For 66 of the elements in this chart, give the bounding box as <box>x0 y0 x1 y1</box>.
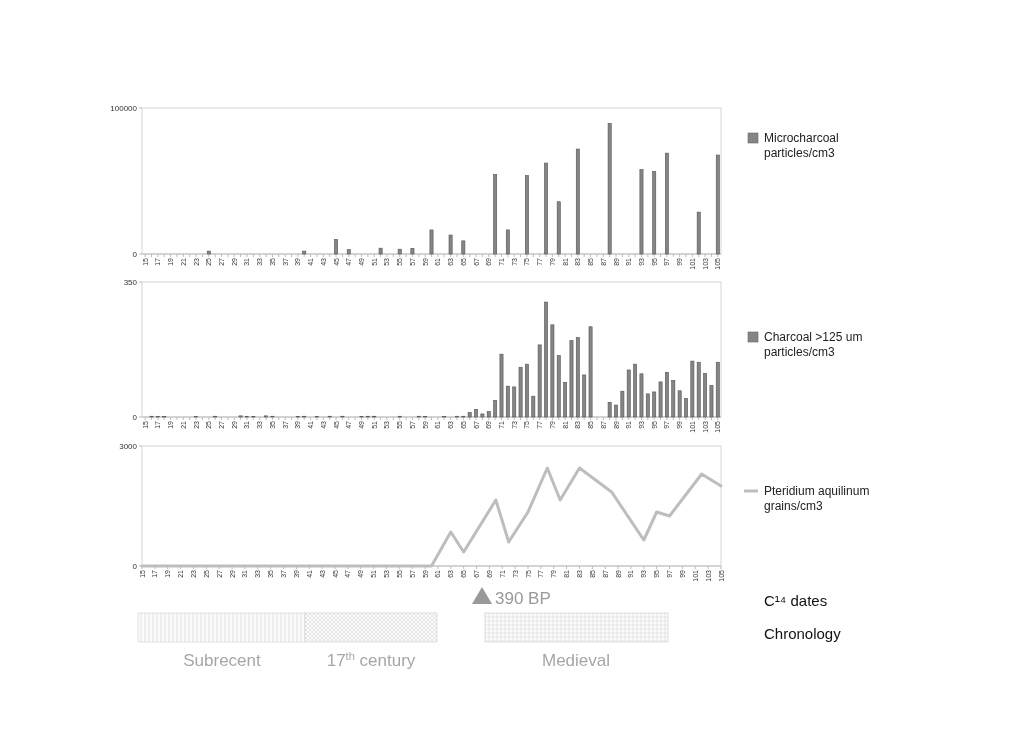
bar <box>626 369 631 418</box>
bar <box>499 353 504 418</box>
bar <box>645 393 650 418</box>
bar <box>696 211 701 255</box>
bar <box>633 363 637 418</box>
bar <box>474 408 478 418</box>
bar <box>378 247 383 255</box>
bar <box>486 411 491 418</box>
bar <box>658 381 663 418</box>
bar <box>652 171 657 255</box>
bar <box>544 162 548 255</box>
text: Medieval <box>541 651 611 670</box>
bar <box>652 391 657 418</box>
y-tick-label: 3000 <box>119 442 138 451</box>
bar <box>715 361 720 418</box>
bar <box>620 390 625 418</box>
y-tick-label: 0 <box>132 562 138 571</box>
bar <box>397 248 402 255</box>
bar <box>588 326 593 418</box>
text: C¹⁴ dates <box>764 592 828 609</box>
bar <box>512 386 517 418</box>
text: 17$^{th}$ century <box>326 650 416 670</box>
y-tick-label: 350 <box>123 278 138 287</box>
bar <box>556 355 561 418</box>
bar <box>569 340 574 418</box>
bar <box>525 363 529 418</box>
bar <box>518 366 523 418</box>
bar <box>607 123 612 255</box>
bar <box>461 240 466 255</box>
bar <box>410 248 415 255</box>
bar <box>665 371 669 418</box>
bar <box>493 400 498 418</box>
bar <box>429 229 434 255</box>
bar <box>563 381 568 418</box>
bar <box>575 337 580 418</box>
text: Subrecent <box>183 651 262 670</box>
legend-label: Pteridium aquilinum grains/cm3 <box>764 484 870 513</box>
bar <box>639 373 644 418</box>
bar <box>639 169 644 255</box>
text: Chronology <box>764 625 842 642</box>
y-tick-label: 0 <box>132 250 138 259</box>
bar <box>607 402 612 418</box>
bar <box>665 152 669 255</box>
bar <box>346 249 351 255</box>
bar <box>556 201 561 255</box>
bar <box>575 148 580 255</box>
bar <box>448 234 453 255</box>
legend-label: Charcoal >125 um particles/cm3 <box>764 330 863 359</box>
bar <box>525 175 529 255</box>
bar <box>493 174 498 255</box>
bar <box>334 239 338 255</box>
bar <box>582 374 587 418</box>
bar <box>505 229 510 255</box>
bar <box>614 404 618 418</box>
text: 390 BP <box>495 589 551 608</box>
bar <box>709 385 714 418</box>
legend-label: Microcharcoal particles/cm3 <box>764 131 839 160</box>
line-series <box>140 466 723 568</box>
bar <box>505 385 510 418</box>
y-tick-label: 0 <box>132 413 138 422</box>
y-tick-label: 100000 <box>110 104 138 113</box>
bar <box>715 154 720 255</box>
bar <box>550 324 555 418</box>
bar <box>703 373 707 418</box>
bar <box>544 301 548 418</box>
bar <box>684 398 688 418</box>
